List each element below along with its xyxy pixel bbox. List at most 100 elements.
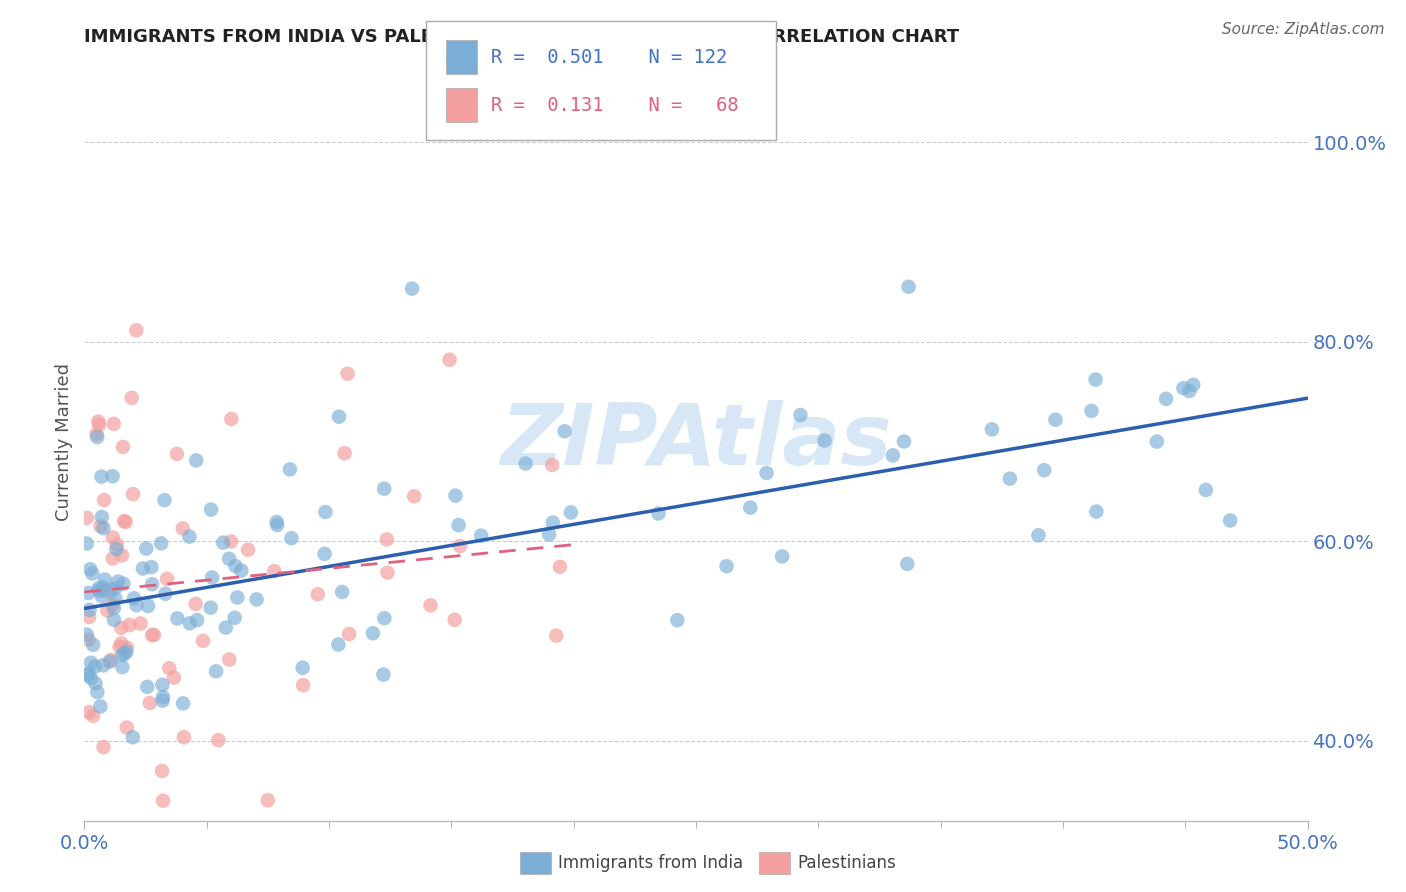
- Point: [789, 408, 811, 422]
- Point: [328, 409, 350, 424]
- Point: [91, 580, 114, 594]
- Text: Immigrants from India: Immigrants from India: [558, 855, 744, 872]
- Point: [105, 538, 128, 552]
- Point: [115, 721, 138, 735]
- Point: [1045, 413, 1067, 427]
- Point: [373, 667, 395, 681]
- Point: [105, 542, 128, 557]
- Point: [231, 564, 253, 578]
- Point: [548, 559, 571, 574]
- Point: [111, 660, 134, 674]
- Point: [401, 282, 423, 296]
- Point: [101, 531, 124, 545]
- Point: [110, 636, 132, 650]
- Point: [91, 658, 114, 673]
- Point: [152, 794, 174, 808]
- Point: [541, 458, 564, 472]
- Point: [1146, 434, 1168, 449]
- Point: [191, 633, 214, 648]
- Point: [1195, 483, 1218, 497]
- Point: [1178, 384, 1201, 398]
- Point: [150, 764, 173, 778]
- Point: [173, 731, 195, 745]
- Point: [89, 699, 111, 714]
- Point: [150, 536, 173, 550]
- Point: [314, 505, 336, 519]
- Point: [87, 415, 110, 429]
- Point: [224, 611, 246, 625]
- Point: [103, 613, 125, 627]
- Point: [111, 440, 134, 454]
- Point: [142, 628, 165, 642]
- Point: [221, 412, 243, 426]
- Point: [375, 533, 398, 547]
- Point: [82, 566, 104, 581]
- Point: [87, 583, 110, 598]
- Point: [291, 661, 314, 675]
- Point: [1080, 404, 1102, 418]
- Point: [82, 708, 104, 723]
- Point: [90, 589, 112, 603]
- Point: [200, 502, 222, 516]
- Point: [200, 600, 222, 615]
- Point: [101, 598, 124, 612]
- Point: [207, 733, 229, 747]
- Point: [84, 676, 107, 690]
- Point: [94, 573, 117, 587]
- Point: [86, 685, 108, 699]
- Point: [280, 531, 302, 545]
- Point: [103, 417, 125, 431]
- Point: [541, 516, 564, 530]
- Point: [94, 584, 117, 599]
- Point: [90, 510, 112, 524]
- Point: [236, 542, 259, 557]
- Point: [184, 597, 207, 611]
- Point: [155, 587, 177, 601]
- Point: [111, 549, 134, 563]
- Point: [186, 613, 208, 627]
- Point: [716, 559, 738, 574]
- Point: [141, 560, 163, 574]
- Point: [77, 610, 100, 624]
- Point: [336, 367, 359, 381]
- Point: [813, 434, 835, 448]
- Point: [201, 570, 224, 584]
- Point: [546, 629, 568, 643]
- Point: [1154, 392, 1177, 406]
- Point: [115, 645, 138, 659]
- Point: [141, 628, 163, 642]
- Point: [90, 469, 112, 483]
- Point: [125, 598, 148, 612]
- Point: [103, 601, 125, 615]
- Point: [218, 551, 240, 566]
- Point: [470, 529, 492, 543]
- Point: [377, 566, 399, 580]
- Point: [80, 656, 103, 670]
- Point: [212, 535, 235, 549]
- Point: [89, 519, 111, 533]
- Point: [328, 638, 350, 652]
- Point: [439, 352, 461, 367]
- Text: IMMIGRANTS FROM INDIA VS PALESTINIAN CURRENTLY MARRIED CORRELATION CHART: IMMIGRANTS FROM INDIA VS PALESTINIAN CUR…: [84, 28, 959, 45]
- Point: [373, 611, 395, 625]
- Point: [104, 581, 127, 595]
- Point: [114, 647, 136, 661]
- Point: [897, 279, 920, 293]
- Point: [76, 511, 98, 525]
- Point: [87, 417, 110, 432]
- Point: [447, 518, 470, 533]
- Point: [76, 536, 98, 550]
- Point: [100, 653, 122, 667]
- Point: [179, 616, 201, 631]
- Point: [1085, 504, 1108, 518]
- Point: [896, 557, 918, 571]
- Point: [560, 505, 582, 519]
- Point: [205, 665, 228, 679]
- Point: [93, 521, 115, 535]
- Point: [77, 632, 100, 647]
- Point: [77, 667, 100, 681]
- Point: [266, 518, 288, 533]
- Point: [419, 599, 441, 613]
- Text: R =  0.501    N = 122: R = 0.501 N = 122: [491, 47, 727, 67]
- Point: [266, 515, 288, 529]
